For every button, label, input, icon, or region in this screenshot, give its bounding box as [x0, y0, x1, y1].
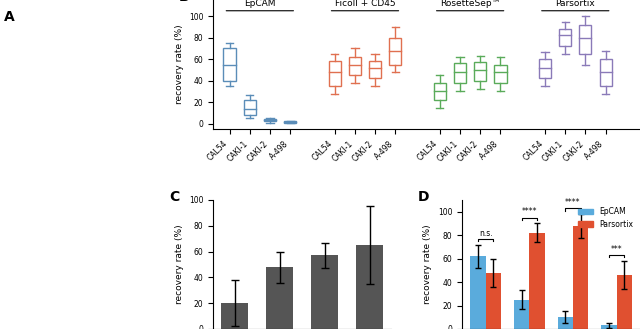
- Bar: [573, 226, 588, 329]
- Bar: [529, 233, 545, 329]
- Text: EpCAM: EpCAM: [244, 0, 276, 8]
- Y-axis label: recovery rate (%): recovery rate (%): [175, 225, 184, 304]
- Text: A: A: [4, 10, 15, 24]
- Y-axis label: recovery rate (%): recovery rate (%): [175, 25, 184, 104]
- Bar: [470, 256, 486, 329]
- Text: ****: ****: [565, 198, 580, 207]
- Bar: [221, 303, 248, 329]
- Text: Parsortix: Parsortix: [556, 0, 595, 8]
- Text: Ficoll + CD45: Ficoll + CD45: [335, 0, 396, 8]
- Bar: [311, 255, 338, 329]
- Text: ***: ***: [611, 245, 623, 254]
- Bar: [602, 325, 616, 329]
- Text: n.s.: n.s.: [479, 229, 492, 238]
- Bar: [486, 273, 501, 329]
- Y-axis label: recovery rate (%): recovery rate (%): [424, 225, 433, 304]
- Text: ****: ****: [522, 207, 537, 216]
- Bar: [557, 317, 573, 329]
- Text: C: C: [169, 190, 179, 204]
- Bar: [616, 275, 632, 329]
- Text: RosetteSep™: RosetteSep™: [440, 0, 500, 8]
- Bar: [514, 300, 529, 329]
- Text: D: D: [418, 190, 429, 204]
- Text: B: B: [179, 0, 190, 4]
- Bar: [356, 245, 383, 329]
- Legend: EpCAM, Parsortix: EpCAM, Parsortix: [575, 204, 636, 232]
- Bar: [266, 267, 293, 329]
